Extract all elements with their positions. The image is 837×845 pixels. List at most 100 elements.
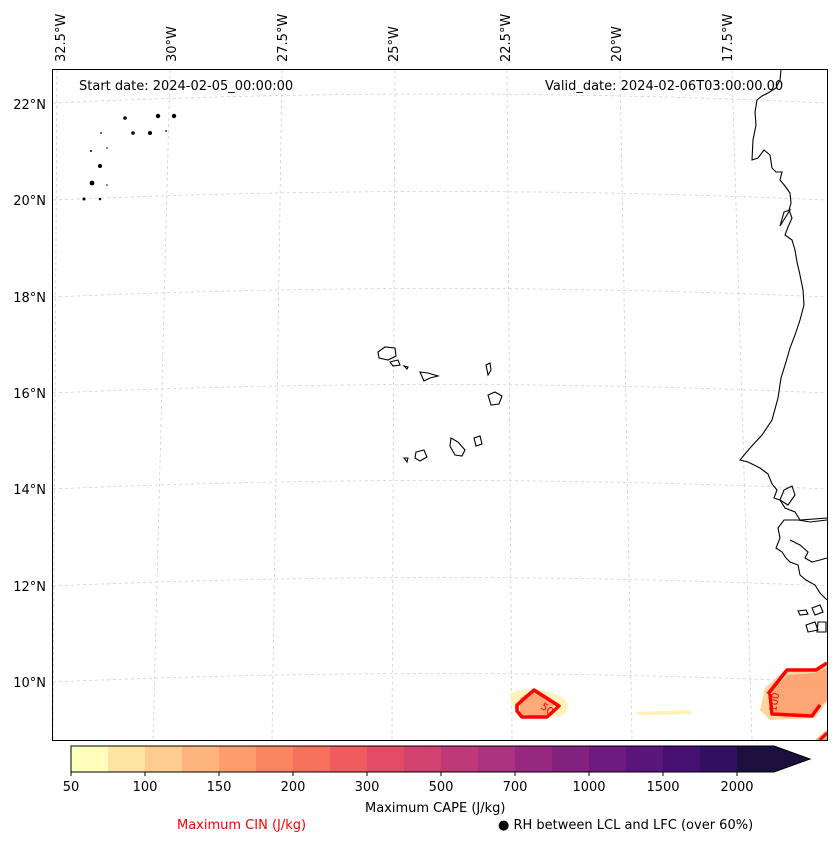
island-speck-1: [123, 116, 127, 120]
colorbar-segment: [145, 746, 183, 772]
canary-islands: [82, 113, 177, 201]
island-santa-luzia: [402, 364, 409, 370]
colorbar-tick-label: 300: [354, 780, 380, 795]
island-maio: [473, 435, 483, 447]
valid-date-text: Valid_date: 2024-02-06T03:00:00.00: [545, 79, 784, 94]
island-speck-8: [106, 147, 108, 149]
island-speck-3: [171, 113, 177, 119]
coastline: [739, 69, 828, 633]
meridian-22-5w: [506, 69, 513, 741]
island-bijagos-3: [805, 621, 819, 633]
lat-label-14n: 14°N: [13, 483, 46, 498]
colorbar-tick-label: 500: [428, 780, 454, 795]
island-santo-antao: [377, 346, 397, 361]
cin-contour-east-lower: [768, 693, 822, 718]
lat-label-20n: 20°N: [13, 194, 46, 209]
island-bijagos-4: [816, 621, 827, 633]
cin-contour-corner: [818, 731, 829, 742]
lat-label-18n: 18°N: [13, 291, 46, 306]
colorbar-tick-label: 700: [502, 780, 528, 795]
cin-contours: [515, 661, 829, 742]
rh-legend-label: ● RH between LCL and LFC (over 60%): [498, 818, 754, 833]
cin-contour-label-east: 100: [768, 692, 782, 713]
colorbar-segment: [626, 746, 664, 772]
parallel-22n: [52, 93, 828, 104]
island-sao-vicente: [389, 359, 401, 367]
island-speck-7: [100, 132, 102, 134]
africa-coast: [739, 69, 828, 521]
lat-label-16n: 16°N: [13, 387, 46, 402]
lat-label-22n: 22°N: [13, 98, 46, 113]
meridian-25w: [391, 69, 396, 741]
cin-legend-label: Maximum CIN (J/kg): [177, 818, 307, 833]
island-brava: [402, 457, 409, 464]
coast-inlet-2: [779, 485, 796, 506]
cin-contour-east: [766, 661, 828, 696]
island-speck-14: [98, 197, 102, 201]
colorbar-segment: [71, 746, 109, 772]
colorbar-segment: [515, 746, 553, 772]
lat-label-10n: 10°N: [13, 676, 46, 691]
colorbar-segment: [182, 746, 220, 772]
colorbar-tick-label: 150: [206, 780, 232, 795]
colorbar-segment: [663, 746, 701, 772]
island-speck-13: [82, 197, 86, 201]
colorbar-tick-label: 2000: [720, 780, 754, 795]
cape-colorbar: [70, 745, 812, 776]
island-bijagos-2: [811, 604, 824, 616]
colorbar-segment: [293, 746, 331, 772]
colorbar-segment: [441, 746, 479, 772]
colorbar-segment: [478, 746, 516, 772]
colorbar-tick-label: 1500: [646, 780, 680, 795]
colorbar-segment: [256, 746, 294, 772]
colorbar-tick-label: 200: [280, 780, 306, 795]
cin-contour-central: [515, 688, 561, 719]
island-speck-6: [165, 130, 167, 132]
colorbar-tick-label: 100: [132, 780, 158, 795]
island-santiago: [449, 437, 466, 457]
island-fogo: [414, 449, 428, 462]
island-bijagos-1: [797, 609, 809, 616]
colorbar-segment: [108, 746, 146, 772]
colorbar-segment: [404, 746, 442, 772]
colorbar-segment: [219, 746, 257, 772]
island-speck-5: [148, 131, 152, 135]
colorbar-label: Maximum CAPE (J/kg): [365, 801, 506, 816]
colorbar-tick-label: 50: [62, 780, 80, 795]
island-sao-nicolau: [419, 371, 441, 382]
africa-coast-bays: [789, 539, 828, 563]
island-sal: [485, 362, 492, 377]
island-boa-vista: [487, 391, 503, 406]
map-frame: [52, 69, 828, 741]
colorbar-segment: [330, 746, 368, 772]
parallel-16n: [52, 384, 828, 394]
colorbar-ticks: 50 100 150 200 300 500 700 1000 1500 2000: [0, 780, 837, 798]
colorbar-segment: [589, 746, 627, 772]
meridian-20w: [619, 69, 633, 741]
colorbar-extend-arrow: [774, 746, 810, 772]
colorbar-segment: [552, 746, 590, 772]
africa-coast-south: [775, 519, 828, 601]
island-speck-10: [98, 164, 102, 168]
lat-label-12n: 12°N: [13, 580, 46, 595]
start-date-text: Start date: 2024-02-05_00:00:00: [79, 79, 294, 94]
meridian-32-5w: [52, 69, 58, 741]
meridian-17-5w: [731, 69, 753, 741]
graticule: [52, 69, 828, 741]
parallel-10n: [52, 673, 828, 683]
island-speck-12: [106, 184, 108, 186]
cape-area-thin: [636, 710, 692, 715]
colorbar-outline: [70, 745, 812, 773]
meridian-27-5w: [271, 69, 283, 741]
colorbar-segment: [700, 746, 738, 772]
meridian-30w: [152, 69, 171, 741]
parallel-20n: [52, 191, 828, 201]
cape-area-east-core: [772, 668, 827, 715]
island-speck-4: [131, 131, 135, 135]
colorbar-segment: [367, 746, 405, 772]
coast-inlet-1: [779, 208, 792, 227]
cape-verde-islands: [377, 346, 503, 464]
parallel-14n: [52, 480, 828, 490]
parallel-12n: [52, 577, 828, 587]
